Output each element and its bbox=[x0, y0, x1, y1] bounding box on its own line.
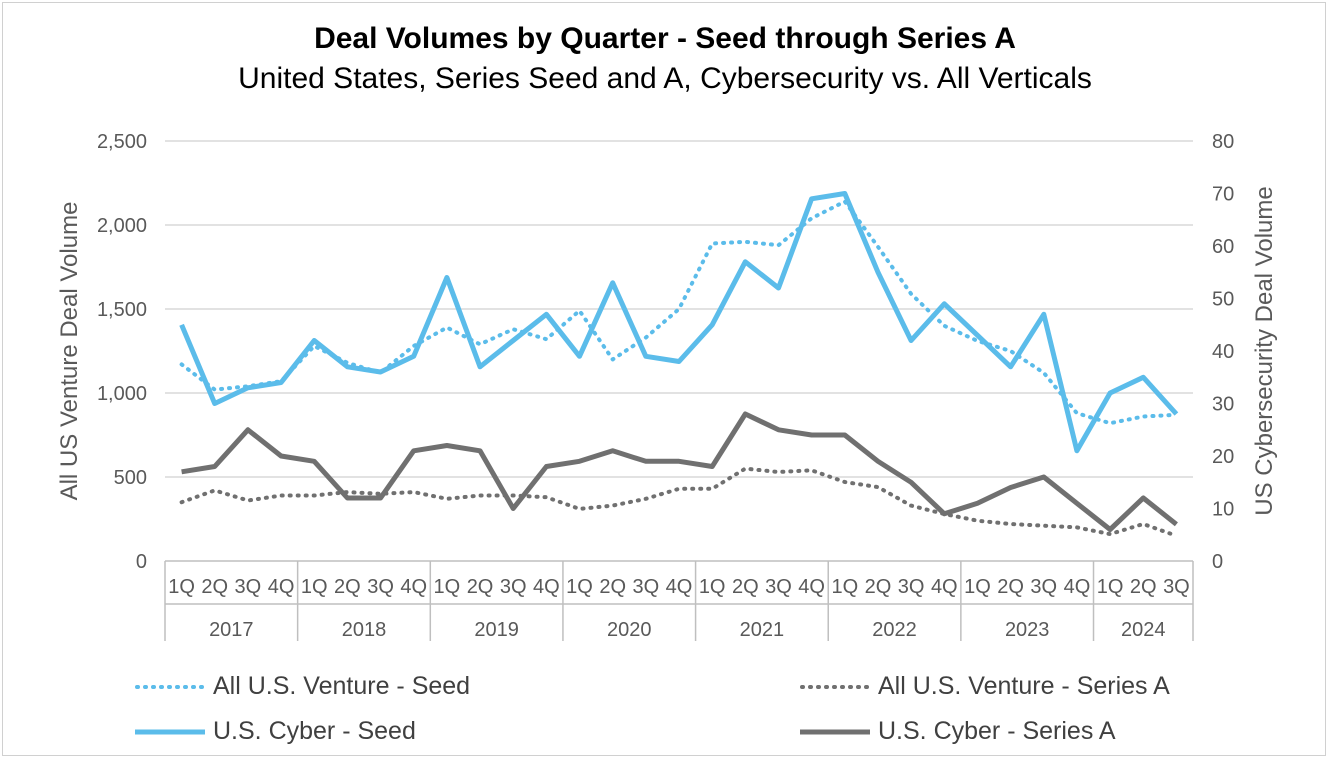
x-tick-label-quarter: 1Q bbox=[168, 576, 195, 598]
y-tick-label-right: 0 bbox=[1212, 551, 1223, 573]
x-tick-label-year: 2021 bbox=[740, 619, 785, 641]
x-tick-label-year: 2017 bbox=[209, 619, 254, 641]
x-tick-label-year: 2024 bbox=[1121, 619, 1166, 641]
x-tick-label-quarter: 3Q bbox=[1030, 576, 1057, 598]
series-line-0 bbox=[179, 199, 1179, 426]
x-tick-label-quarter: 3Q bbox=[898, 576, 925, 598]
y-tick-label-right: 10 bbox=[1212, 499, 1234, 521]
legend-swatch-cyber-series-a bbox=[800, 729, 870, 734]
x-tick-label-quarter: 4Q bbox=[1064, 576, 1091, 598]
x-tick-label-quarter: 2Q bbox=[201, 576, 228, 598]
x-tick-label-quarter: 4Q bbox=[533, 576, 560, 598]
x-tick-label-quarter: 3Q bbox=[367, 576, 394, 598]
x-tick-label-quarter: 1Q bbox=[434, 576, 461, 598]
x-tick-label-quarter: 3Q bbox=[235, 576, 262, 598]
y-tick-label-left: 1,000 bbox=[97, 383, 147, 405]
series-line-1 bbox=[179, 466, 1179, 538]
legend-label-all-series-a: All U.S. Venture - Series A bbox=[878, 672, 1170, 700]
y-axis-title-left: All US Venture Deal Volume bbox=[56, 202, 83, 501]
y-tick-label-left: 2,500 bbox=[97, 131, 147, 153]
chart-title: Deal Volumes by Quarter - Seed through S… bbox=[314, 22, 1016, 55]
chart-subtitle: United States, Series Seed and A, Cybers… bbox=[238, 62, 1092, 95]
x-tick-label-quarter: 1Q bbox=[301, 576, 328, 598]
y-tick-label-right: 80 bbox=[1212, 131, 1234, 153]
legend-swatch-all-series-a bbox=[800, 684, 870, 689]
x-tick-label-quarter: 3Q bbox=[1163, 576, 1190, 598]
y-tick-label-right: 60 bbox=[1212, 236, 1234, 258]
x-tick-label-year: 2020 bbox=[607, 619, 652, 641]
series-line-2 bbox=[179, 191, 1179, 454]
x-tick-label-quarter: 1Q bbox=[964, 576, 991, 598]
y-tick-label-left: 500 bbox=[114, 467, 147, 489]
x-tick-label-quarter: 2Q bbox=[732, 576, 759, 598]
legend-item-all-seed: All U.S. Venture - Seed bbox=[135, 672, 470, 701]
y-tick-label-right: 20 bbox=[1212, 446, 1234, 468]
y-axis-title-right: US Cybersecurity Deal Volume bbox=[1251, 186, 1278, 515]
x-tick-label-quarter: 1Q bbox=[831, 576, 858, 598]
x-tick-label-quarter: 3Q bbox=[765, 576, 792, 598]
y-tick-label-right: 40 bbox=[1212, 341, 1234, 363]
x-tick-label-quarter: 2Q bbox=[334, 576, 361, 598]
x-tick-label-quarter: 3Q bbox=[632, 576, 659, 598]
x-tick-label-year: 2022 bbox=[872, 619, 917, 641]
x-tick-label-quarter: 2Q bbox=[997, 576, 1024, 598]
x-tick-label-year: 2023 bbox=[1005, 619, 1050, 641]
x-tick-label-quarter: 4Q bbox=[798, 576, 825, 598]
legend-swatch-cyber-seed bbox=[135, 729, 205, 734]
y-tick-label-right: 70 bbox=[1212, 184, 1234, 206]
y-tick-label-left: 1,500 bbox=[97, 299, 147, 321]
x-tick-label-quarter: 2Q bbox=[1130, 576, 1157, 598]
legend-item-cyber-seed: U.S. Cyber - Seed bbox=[135, 717, 416, 746]
legend-item-cyber-series-a: U.S. Cyber - Series A bbox=[800, 717, 1116, 746]
x-tick-label-year: 2018 bbox=[342, 619, 387, 641]
x-tick-label-year: 2019 bbox=[474, 619, 519, 641]
x-tick-label-quarter: 1Q bbox=[699, 576, 726, 598]
y-tick-label-right: 50 bbox=[1212, 289, 1234, 311]
legend-swatch-all-seed bbox=[135, 684, 205, 689]
legend-label-cyber-series-a: U.S. Cyber - Series A bbox=[878, 717, 1116, 745]
x-tick-label-quarter: 2Q bbox=[865, 576, 892, 598]
x-tick-label-quarter: 4Q bbox=[666, 576, 693, 598]
series-line-3 bbox=[181, 411, 1178, 532]
legend-label-cyber-seed: U.S. Cyber - Seed bbox=[213, 717, 416, 745]
legend-item-all-series-a: All U.S. Venture - Series A bbox=[800, 672, 1170, 701]
x-tick-label-quarter: 1Q bbox=[1097, 576, 1124, 598]
y-tick-label-left: 2,000 bbox=[97, 215, 147, 237]
x-tick-label-quarter: 1Q bbox=[566, 576, 593, 598]
x-tick-label-quarter: 4Q bbox=[268, 576, 295, 598]
x-tick-label-quarter: 3Q bbox=[500, 576, 527, 598]
legend-label-all-seed: All U.S. Venture - Seed bbox=[213, 672, 471, 700]
x-tick-label-quarter: 4Q bbox=[931, 576, 958, 598]
x-tick-label-quarter: 4Q bbox=[400, 576, 427, 598]
y-tick-label-left: 0 bbox=[136, 551, 147, 573]
y-tick-label-right: 30 bbox=[1212, 394, 1234, 416]
x-tick-label-quarter: 2Q bbox=[599, 576, 626, 598]
x-tick-label-quarter: 2Q bbox=[467, 576, 494, 598]
